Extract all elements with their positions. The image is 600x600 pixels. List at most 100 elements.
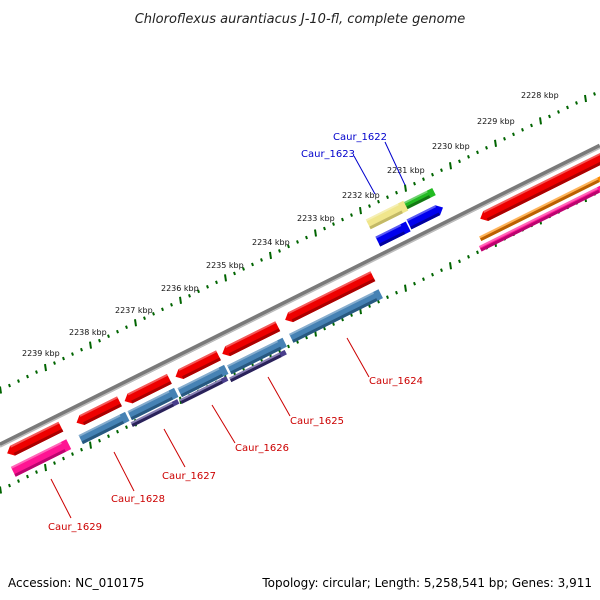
inner-tick-mark — [89, 441, 92, 449]
gene-label-caur-1624[interactable]: Caur_1624 — [369, 376, 423, 387]
cds-bar-body — [227, 337, 287, 375]
gene-bar-caur-1624[interactable] — [283, 271, 376, 325]
gene-label-caur-1628[interactable]: Caur_1628 — [111, 494, 165, 505]
outer-tick-mark — [350, 213, 353, 217]
gene-bar-caur-1628[interactable] — [74, 396, 122, 427]
gene-bar-highlight — [479, 177, 599, 239]
outer-tick-mark — [35, 370, 38, 374]
gene-bar-caur-1622[interactable] — [398, 187, 436, 213]
cds-bar[interactable] — [227, 337, 287, 375]
outer-tick-mark — [476, 150, 479, 155]
cds-bar-body — [78, 411, 130, 445]
inner-tick-mark — [62, 456, 65, 461]
outer-tick-mark — [566, 105, 569, 110]
outer-tick-mark — [449, 162, 452, 170]
gene-label-caur-1625[interactable]: Caur_1625 — [290, 416, 344, 427]
cds-bar-highlight — [227, 340, 279, 368]
inner-tick-mark — [476, 250, 479, 255]
cds-bar-highlight — [289, 291, 375, 336]
gene-bar[interactable] — [478, 152, 600, 223]
gene-bar-shade — [378, 231, 406, 247]
inner-tick-mark — [323, 326, 326, 331]
outer-tick-mark — [575, 101, 578, 105]
gene-label-caur-1623[interactable]: Caur_1623 — [301, 149, 355, 160]
gene-bar-caur-1628-body — [76, 396, 122, 425]
inner-tick-mark — [80, 447, 83, 452]
inner-tick-mark — [125, 425, 128, 430]
gene-bar-caur-1626[interactable] — [173, 350, 221, 381]
tick-label: 2232 kbp — [342, 191, 380, 200]
outer-tick-mark — [107, 334, 110, 338]
outer-tick-mark — [242, 267, 245, 271]
gene-label-caur-1627[interactable]: Caur_1627 — [162, 471, 216, 482]
inner-tick-mark — [341, 317, 344, 322]
cds-bar[interactable] — [78, 411, 130, 445]
genome-summary-text: Topology: circular; Length: 5,258,541 bp… — [261, 576, 592, 590]
outer-tick-mark — [395, 190, 398, 195]
gene-bar[interactable] — [10, 439, 72, 477]
outer-tick-mark — [368, 204, 371, 208]
gene-bar-caur-1626-body — [175, 350, 221, 379]
gene-bar-caur-1625-highlight — [225, 321, 277, 349]
inner-tick-mark — [71, 452, 74, 456]
gene-bar-shade — [480, 179, 600, 242]
tick-label: 2236 kbp — [161, 284, 199, 293]
gene-bar-caur-1627[interactable] — [122, 373, 172, 406]
gene-bar-caur-1624-shade — [291, 278, 376, 323]
gene-label-caur-1626[interactable]: Caur_1626 — [235, 443, 289, 454]
gene-bar-caur-1625[interactable] — [220, 321, 281, 358]
cds-bar-body — [177, 364, 229, 398]
gene-bar-caur-1623-shade — [369, 210, 403, 230]
inner-tick-mark — [296, 340, 299, 344]
outer-tick-mark — [71, 352, 74, 356]
cds-bar[interactable] — [177, 364, 229, 398]
inner-tick-mark — [98, 438, 101, 443]
cds-bar[interactable] — [127, 387, 179, 421]
gene-bar[interactable] — [478, 184, 600, 252]
inner-tick-mark — [440, 268, 443, 273]
gene-bar-caur-1623[interactable] — [365, 200, 409, 230]
gene-label-caur-1629[interactable]: Caur_1629 — [48, 522, 102, 533]
gene-bar-shade — [410, 212, 441, 230]
tick-label: 2238 kbp — [69, 328, 107, 337]
gene-bar-caur-1628-highlight — [79, 396, 118, 417]
cds-bar-shade — [230, 346, 282, 375]
gene-bar[interactable] — [375, 221, 411, 247]
inner-tick-mark — [305, 335, 308, 340]
outer-tick-ring — [0, 92, 596, 394]
gene-bar-caur-1623-highlight — [365, 203, 399, 222]
outer-tick-mark — [593, 92, 596, 96]
outer-tick-mark — [170, 302, 173, 307]
outer-tick-mark — [305, 235, 308, 240]
tick-label: 2229 kbp — [477, 117, 515, 126]
gene-bar[interactable] — [406, 203, 446, 230]
inner-tick-mark — [44, 463, 47, 472]
tick-label: 2235 kbp — [206, 261, 244, 270]
outer-tick-mark — [134, 319, 137, 327]
inner-tick-mark — [368, 304, 371, 308]
gene-bar[interactable] — [479, 174, 600, 242]
gene-label-caur-1622[interactable]: Caur_1622 — [333, 132, 387, 143]
inner-tick-mark — [116, 429, 119, 434]
cds-bar[interactable] — [130, 399, 180, 427]
gene-bar-caur-1625-body — [222, 321, 281, 357]
cds-bar[interactable] — [229, 349, 287, 383]
outer-tick-mark — [224, 274, 227, 282]
tick-label: 2228 kbp — [521, 91, 559, 100]
cds-bar-highlight — [78, 414, 121, 437]
tick-label: 2233 kbp — [297, 214, 335, 223]
cds-bar[interactable] — [289, 289, 383, 343]
gene-bar-caur-1626-highlight — [178, 350, 217, 371]
cds-bar-shade — [180, 373, 224, 398]
inner-tick-mark — [26, 474, 29, 479]
outer-tick-mark — [26, 374, 29, 379]
cds-bar[interactable] — [179, 376, 229, 404]
gene-bar-caur-1629[interactable] — [5, 421, 64, 459]
outer-tick-mark — [296, 240, 299, 244]
inner-tick-mark — [287, 344, 290, 349]
inner-tick-mark — [107, 434, 110, 438]
outer-tick-mark — [377, 199, 380, 204]
gene-bar-body — [10, 439, 72, 477]
inner-tick-mark — [377, 299, 380, 304]
tick-label: 2231 kbp — [387, 166, 425, 175]
